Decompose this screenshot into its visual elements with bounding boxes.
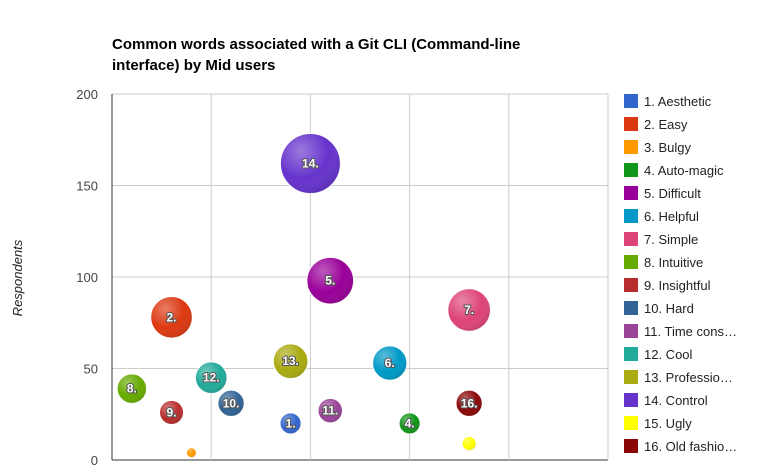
bubble-7[interactable]: 7.: [447, 288, 491, 332]
bubble-1[interactable]: 1.: [279, 412, 302, 435]
legend-swatch: [624, 278, 638, 292]
bubble-14[interactable]: 14.: [279, 133, 341, 195]
bubble-label: 12.: [203, 371, 220, 385]
bubble-label: 7.: [464, 303, 474, 317]
bubble-label: 4.: [405, 416, 415, 430]
legend-swatch: [624, 393, 638, 407]
bubble-circle[interactable]: [185, 447, 197, 459]
bubble-label: 6.: [385, 356, 395, 370]
y-tick-label: 100: [76, 270, 98, 285]
bubble-5[interactable]: 5.: [306, 256, 355, 305]
bubble-9[interactable]: 9.: [159, 399, 185, 425]
legend-swatch: [624, 439, 638, 453]
y-tick-label: 200: [76, 87, 98, 102]
legend-item-7[interactable]: 7. Simple: [624, 232, 698, 247]
bubble-11[interactable]: 11.: [317, 397, 343, 424]
bubble-label: 9.: [167, 405, 177, 419]
bubble-8[interactable]: 8.: [116, 373, 148, 404]
legend-label: 1. Aesthetic: [644, 94, 712, 109]
legend-label: 2. Easy: [644, 117, 688, 132]
legend-label: 16. Old fashio…: [644, 439, 737, 454]
bubble-label: 5.: [325, 274, 335, 288]
legend-swatch: [624, 416, 638, 430]
legend-label: 11. Time cons…: [644, 324, 737, 339]
bubble-label: 8.: [127, 382, 137, 396]
legend-item-13[interactable]: 13. Professio…: [624, 370, 733, 385]
bubble-label: 16.: [461, 396, 478, 410]
bubble-2[interactable]: 2.: [150, 295, 193, 339]
bubble-label: 1.: [286, 416, 296, 430]
legend-item-2[interactable]: 2. Easy: [624, 117, 688, 132]
legend-item-15[interactable]: 15. Ugly: [624, 416, 692, 431]
bubble-10[interactable]: 10.: [217, 389, 245, 417]
y-tick-label: 0: [91, 453, 98, 468]
legend-label: 3. Bulgy: [644, 140, 691, 155]
bubble-4[interactable]: 4.: [398, 412, 421, 435]
legend-label: 14. Control: [644, 393, 708, 408]
legend-swatch: [624, 94, 638, 108]
y-tick-label: 150: [76, 179, 98, 194]
legend-label: 5. Difficult: [644, 186, 701, 201]
legend-item-12[interactable]: 12. Cool: [624, 347, 693, 362]
bubble-6[interactable]: 6.: [372, 345, 408, 381]
bubble-label: 14.: [302, 157, 319, 171]
legend-label: 6. Helpful: [644, 209, 699, 224]
bubble-3[interactable]: [185, 447, 197, 459]
legend-item-14[interactable]: 14. Control: [624, 393, 708, 408]
bubble-label: 13.: [282, 354, 299, 368]
legend-swatch: [624, 301, 638, 315]
legend-swatch: [624, 140, 638, 154]
legend-label: 12. Cool: [644, 347, 693, 362]
legend-label: 10. Hard: [644, 301, 694, 316]
y-axis: 0 50 100 150 200: [76, 87, 98, 468]
legend-swatch: [624, 163, 638, 177]
legend-item-10[interactable]: 10. Hard: [624, 301, 694, 316]
legend-swatch: [624, 347, 638, 361]
legend-item-11[interactable]: 11. Time cons…: [624, 324, 737, 339]
bubbles: 14. 5. 7. 2. 13. 6. 12. 8. 10. 16. 11. 9. 1. 4.: [116, 133, 491, 459]
legend-label: 8. Intuitive: [644, 255, 703, 270]
chart-title: Common words associated with a Git CLI (…: [112, 36, 521, 74]
bubble-circle[interactable]: [461, 435, 477, 452]
legend-item-3[interactable]: 3. Bulgy: [624, 140, 691, 155]
legend-swatch: [624, 209, 638, 223]
gridlines: [111, 93, 609, 461]
legend-label: 13. Professio…: [644, 370, 733, 385]
bubble-12[interactable]: 12.: [194, 361, 228, 394]
legend-label: 9. Insightful: [644, 278, 711, 293]
legend-item-16[interactable]: 16. Old fashio…: [624, 439, 737, 454]
bubble-16[interactable]: 16.: [455, 389, 483, 417]
legend-item-4[interactable]: 4. Auto-magic: [624, 163, 724, 178]
legend-swatch: [624, 255, 638, 269]
legend-label: 4. Auto-magic: [644, 163, 724, 178]
bubble-label: 2.: [167, 310, 177, 324]
legend-label: 15. Ugly: [644, 416, 692, 431]
legend-item-9[interactable]: 9. Insightful: [624, 278, 711, 293]
legend-swatch: [624, 186, 638, 200]
legend-swatch: [624, 232, 638, 246]
bubble-13[interactable]: 13.: [272, 343, 309, 380]
bubble-label: 11.: [322, 404, 338, 418]
legend-label: 7. Simple: [644, 232, 698, 247]
legend-item-5[interactable]: 5. Difficult: [624, 186, 701, 201]
bubble-15[interactable]: [461, 435, 477, 452]
y-tick-label: 50: [84, 362, 98, 377]
y-axis-label: Respondents: [10, 239, 25, 316]
legend-item-1[interactable]: 1. Aesthetic: [624, 94, 712, 109]
legend-item-6[interactable]: 6. Helpful: [624, 209, 699, 224]
legend-swatch: [624, 324, 638, 338]
legend-swatch: [624, 370, 638, 384]
legend-swatch: [624, 117, 638, 131]
bubble-label: 10.: [223, 396, 240, 410]
legend-item-8[interactable]: 8. Intuitive: [624, 255, 703, 270]
legend[interactable]: 1. Aesthetic 2. Easy 3. Bulgy 4. Auto-magic…: [624, 94, 737, 454]
